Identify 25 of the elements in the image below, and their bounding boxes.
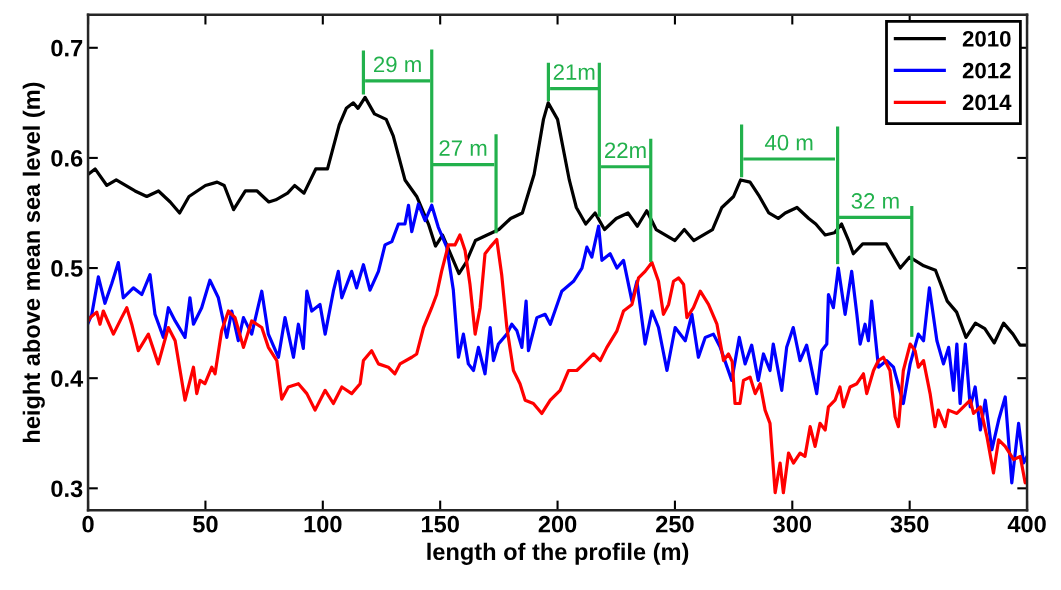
y-tick-label: 0.3 (51, 480, 83, 498)
x-tick-label: 100 (304, 515, 342, 533)
x-tick-label: 200 (538, 515, 577, 533)
x-tick-label: 400 (1007, 515, 1046, 533)
x-axis-title: length of the profile (m) (427, 542, 689, 565)
annotation: 40 m (764, 134, 813, 151)
annotation: 27 m (439, 140, 487, 156)
y-tick-label: 0.6 (51, 149, 83, 167)
legend-label: 2012 (962, 62, 1011, 79)
x-tick-label: 350 (890, 515, 929, 533)
x-tick-label: 300 (773, 515, 812, 533)
legend-label: 2014 (962, 94, 1012, 111)
legend-label: 2010 (962, 30, 1011, 47)
x-tick-label: 150 (421, 515, 459, 533)
y-tick-label: 0.5 (51, 260, 83, 277)
x-tick-label: 50 (193, 515, 218, 533)
x-tick-label: 250 (656, 515, 694, 533)
annotation: 22m (605, 142, 646, 158)
y-axis-title: height above mean sea level (m) (22, 82, 45, 442)
annotation: 32 m (851, 193, 899, 209)
annotation: 21m (553, 64, 595, 80)
y-tick-label: 0.4 (51, 370, 84, 387)
annotation: 29 m (373, 56, 421, 73)
y-tick-label: 0.7 (51, 39, 83, 57)
x-tick-label: 0 (82, 515, 94, 533)
